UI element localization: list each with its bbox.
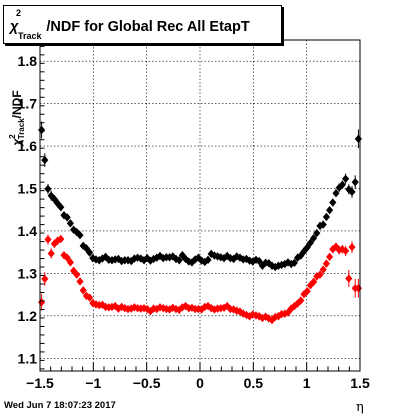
data-point [57,202,65,212]
data-point [319,220,327,229]
data-point [220,253,228,263]
data-point [204,255,212,265]
x-tick-label: 0 [196,375,204,391]
data-point [89,253,97,263]
data-point [319,265,327,274]
data-point [79,286,87,295]
data-point [255,256,263,266]
data-point [76,277,84,286]
y-tick-label: 1.2 [18,308,38,324]
data-point [332,188,340,198]
data-point [316,221,324,231]
data-point [159,253,167,263]
data-points [38,121,362,325]
x-tick-label: 0.5 [244,375,264,391]
chart-title-box: 2 Track χ/NDF for Global Rec All EtapT [3,5,282,44]
data-point [348,242,356,252]
data-point [354,134,362,144]
data-point [316,270,324,279]
y-tick-label: 1.7 [18,96,38,112]
y-axis-label: χ2Track/NDF [8,90,26,147]
data-point [310,233,318,243]
data-point [351,177,359,187]
data-point [86,248,94,257]
x-tick-label: 1.5 [350,375,370,391]
data-point [191,255,199,264]
x-tick-label: −0.5 [133,375,161,391]
data-point [86,293,94,302]
data-point [63,213,71,222]
data-point [73,270,81,279]
data-point [57,234,65,244]
y-axis-label-rest: /NDF [10,90,24,118]
data-point [322,212,330,222]
data-point [108,256,116,265]
data-point [342,174,350,183]
y-tick-label: 1.4 [18,223,38,239]
data-point [297,296,305,305]
data-point [41,274,49,284]
data-point [66,219,74,228]
data-point [95,256,103,265]
y-axis-label-sub: Track [17,118,26,139]
data-point [66,258,74,267]
timestamp: Wed Jun 7 18:07:23 2017 [4,400,116,411]
data-point [73,228,81,237]
data-point [63,253,71,262]
tick-labels: −1.5 −1 −0.5 0 0.5 1 1.5 1.1 1.2 1.3 1.4 1.5 1.6 1.7 1… [18,53,370,391]
data-point [326,205,334,215]
data-point [342,246,350,256]
x-tick-label: 1 [303,375,311,391]
y-tick-label: 1.8 [18,53,38,69]
data-point [41,155,49,165]
y-tick-label: 1.3 [18,265,38,281]
title-symbol: χ [10,19,19,35]
data-point [303,287,311,296]
data-point [44,235,52,244]
data-point [47,191,55,200]
data-point [310,277,318,287]
data-point [313,228,321,238]
y-axis-label-sup: 2 [8,134,17,139]
grid-lines [40,40,360,371]
series-1 [38,121,362,272]
x-tick-label: −1 [85,375,101,391]
data-point [306,238,314,248]
data-point [54,199,62,208]
x-tick-label: −1.5 [26,375,54,391]
x-axis-label: η [356,400,364,414]
data-point [44,184,52,194]
data-point [38,298,46,307]
data-point [326,252,334,262]
data-point [322,259,330,268]
data-point [82,244,90,253]
y-axis-label-symbol: χ [10,138,24,148]
data-point [47,249,55,258]
data-point [92,300,100,309]
y-tick-label: 1.5 [18,181,38,197]
data-point [290,258,298,267]
data-point [50,194,58,204]
data-point [345,274,353,283]
data-point [175,256,183,265]
data-point [92,255,100,264]
axis-ticks [39,45,361,371]
data-point [345,185,353,194]
chart-title: χ/NDF for Global Rec All EtapT [10,19,250,35]
title-subscript: Track [18,31,42,41]
data-point [38,125,46,135]
title-superscript: 2 [16,8,22,18]
title-rest: /NDF for Global Rec All EtapT [46,19,250,35]
data-point [76,231,84,240]
data-point [303,243,311,252]
series-2 [38,234,362,325]
y-tick-label: 1.1 [18,350,38,366]
data-point [329,198,337,207]
data-point [60,250,68,260]
y-tick-label: 1.6 [18,138,38,154]
data-point [60,211,68,220]
data-point [348,187,356,197]
data-point [338,180,346,189]
